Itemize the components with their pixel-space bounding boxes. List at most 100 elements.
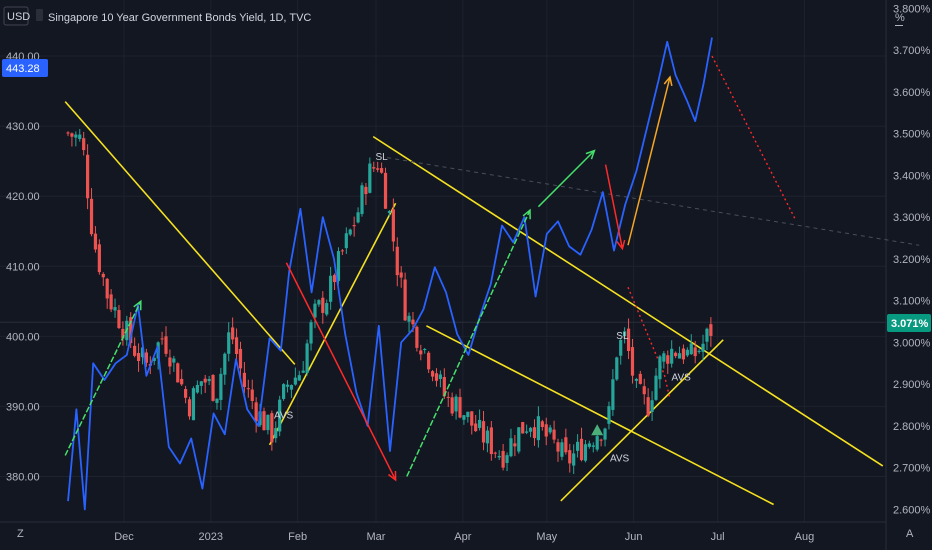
x-tick-label: Mar xyxy=(367,531,386,543)
x-tick-label: May xyxy=(536,531,557,543)
candle-body xyxy=(560,442,564,457)
candle-body xyxy=(164,336,168,354)
candle-body xyxy=(709,324,713,336)
candle-body xyxy=(223,353,227,375)
right-tick-label: 2.900% xyxy=(893,379,931,391)
candle-body xyxy=(603,428,607,440)
candle-body xyxy=(376,168,380,170)
x-tick-label: Dec xyxy=(114,531,134,543)
x-tick-label: Jun xyxy=(625,531,643,543)
candle-body xyxy=(70,133,74,137)
candle-body xyxy=(595,436,599,450)
arrow-head xyxy=(616,239,626,251)
zoom-icon[interactable]: Z xyxy=(17,528,24,540)
candle-body xyxy=(674,352,678,357)
arrow-head xyxy=(133,299,142,311)
candle-body xyxy=(626,328,631,352)
candle-body xyxy=(97,244,101,273)
candle-body xyxy=(438,374,442,380)
candle-body xyxy=(344,233,348,249)
candle-body xyxy=(564,437,568,453)
candle-body xyxy=(411,319,415,325)
trendline xyxy=(560,339,724,502)
candle-body xyxy=(274,428,278,439)
candle-body xyxy=(297,375,301,381)
candle-body xyxy=(227,332,231,354)
annotation-label: AVS xyxy=(610,454,630,465)
candle-body xyxy=(203,378,207,383)
candle-body xyxy=(262,411,266,431)
candle-body xyxy=(160,338,164,340)
x-tick-label: 2023 xyxy=(199,531,223,543)
candle-body xyxy=(293,377,297,385)
candle-body xyxy=(501,450,505,468)
candle-body xyxy=(450,397,454,414)
candle-body xyxy=(415,326,419,348)
left-tick-label: 400.00 xyxy=(6,331,40,343)
candle-body xyxy=(234,337,239,355)
candle-body xyxy=(705,328,709,342)
candle-body xyxy=(430,371,435,377)
candle-body xyxy=(332,274,337,283)
candle-body xyxy=(489,427,493,455)
candle-body xyxy=(423,348,427,350)
candle-body xyxy=(552,429,556,440)
candle-body xyxy=(313,303,317,318)
currency-box[interactable] xyxy=(3,6,29,26)
candle-body xyxy=(666,355,670,364)
arrow-line xyxy=(285,262,397,481)
candle-body xyxy=(583,444,588,461)
candle-body xyxy=(305,343,309,373)
candle-body xyxy=(191,388,196,421)
candle-body xyxy=(246,388,250,390)
auto-scale-icon[interactable]: A xyxy=(906,528,914,540)
candle-body xyxy=(219,373,223,400)
candle-body xyxy=(607,406,611,424)
arrow-line xyxy=(627,76,671,246)
left-price-badge xyxy=(2,59,48,77)
candle-body xyxy=(677,353,682,359)
candle-body xyxy=(352,225,356,227)
arrow-line xyxy=(537,150,595,208)
right-tick-label: 2.700% xyxy=(893,463,931,475)
candle-body xyxy=(399,272,403,278)
annotation-label: SL xyxy=(616,331,629,342)
left-price-badge-text: 443.28 xyxy=(6,63,40,75)
candle-body xyxy=(372,167,376,169)
trendline xyxy=(64,101,296,365)
right-tick-label: 2.800% xyxy=(893,421,931,433)
yield-line xyxy=(67,37,713,511)
candle-body xyxy=(195,384,199,393)
candle-body xyxy=(572,453,576,466)
candle-body xyxy=(485,430,490,444)
candle-body xyxy=(521,422,525,434)
arrow-line xyxy=(604,164,624,249)
candle-body xyxy=(497,455,501,458)
candle-body xyxy=(642,386,646,395)
trendlines xyxy=(64,55,920,506)
candle-body xyxy=(285,384,290,387)
candle-body xyxy=(517,427,521,452)
arrow-head xyxy=(388,470,397,482)
arrow-head xyxy=(522,208,531,220)
left-tick-label: 380.00 xyxy=(6,471,40,483)
candle-body xyxy=(336,251,341,281)
buy-signal-icon xyxy=(591,424,604,436)
legend-collapse-button[interactable] xyxy=(36,9,43,21)
candle-body xyxy=(454,396,458,412)
dashed-trendline xyxy=(387,157,920,246)
annotations: AVS SL SL AVS AVS xyxy=(274,152,691,465)
candle-body xyxy=(638,373,642,384)
candle-body xyxy=(117,309,121,329)
candle-body xyxy=(133,345,137,356)
candle-body xyxy=(478,419,482,428)
candle-body xyxy=(591,445,595,447)
candle-body xyxy=(136,353,141,361)
candle-body xyxy=(689,343,693,355)
yield-line-layer xyxy=(67,37,713,511)
candle-body xyxy=(113,307,117,311)
trendline xyxy=(426,325,774,506)
candle-body xyxy=(525,431,529,433)
